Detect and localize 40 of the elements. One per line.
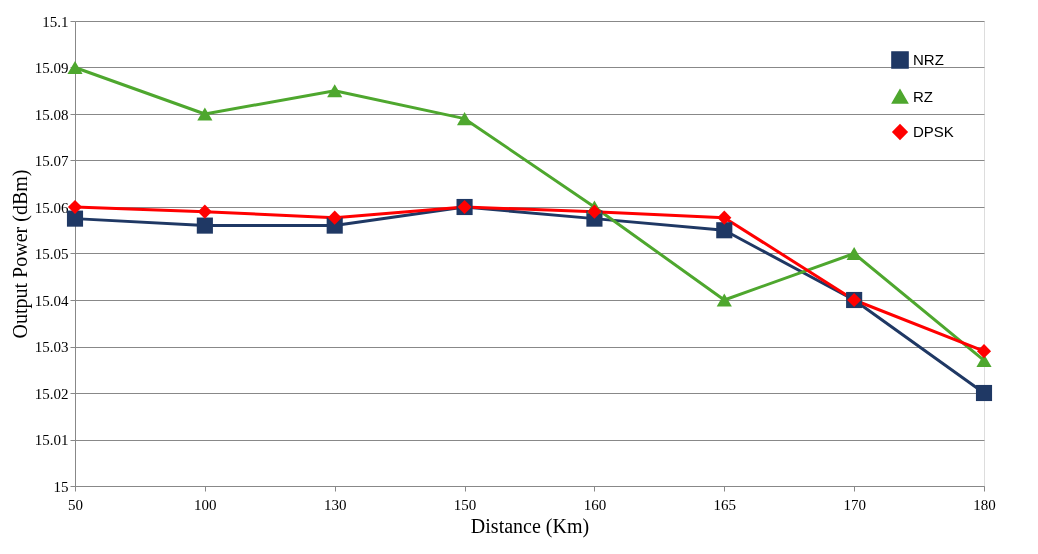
- point: [197, 107, 213, 121]
- point: [456, 112, 473, 126]
- legend-label: DPSK: [913, 123, 954, 140]
- point: [67, 199, 83, 215]
- y-tick-label: 15.1: [42, 13, 69, 30]
- point: [67, 60, 83, 75]
- point: [197, 204, 212, 219]
- point: [66, 210, 84, 227]
- x-tick-label: 180: [973, 496, 996, 513]
- y-tick-label: 15.08: [34, 106, 69, 123]
- x-tick-label: 160: [583, 496, 607, 513]
- x-axis-title: Distance (Km): [470, 514, 590, 538]
- point: [327, 210, 342, 225]
- y-tick-label: 15.09: [34, 60, 69, 76]
- legend-label: NRZ: [913, 51, 944, 68]
- point: [975, 384, 993, 402]
- point: [976, 344, 992, 359]
- y-tick-label: 15.05: [34, 246, 69, 262]
- point: [716, 293, 732, 307]
- point: [846, 246, 862, 261]
- y-axis-title: Output Power (dBm): [8, 169, 32, 339]
- x-tick-label: 150: [453, 496, 477, 513]
- point: [716, 222, 733, 239]
- x-tick-label: 100: [194, 496, 217, 513]
- y-tick-label: 15.03: [34, 339, 69, 355]
- point: [587, 204, 602, 219]
- legend-label: RZ: [913, 87, 933, 105]
- x-tick-label: 130: [323, 496, 347, 513]
- point: [196, 217, 213, 234]
- y-tick-label: 15.06: [34, 199, 69, 216]
- x-tick-label: 165: [713, 496, 737, 513]
- y-tick-label: 15.07: [34, 153, 69, 169]
- y-tick-label: 15.02: [34, 385, 69, 402]
- y-tick-label: 15: [53, 478, 69, 495]
- point: [327, 84, 343, 98]
- x-tick-label: 50: [68, 496, 83, 513]
- point: [717, 210, 732, 225]
- y-tick-label: 15.01: [34, 432, 69, 448]
- y-tick-label: 15.04: [34, 292, 69, 309]
- x-tick-label: 170: [843, 496, 866, 513]
